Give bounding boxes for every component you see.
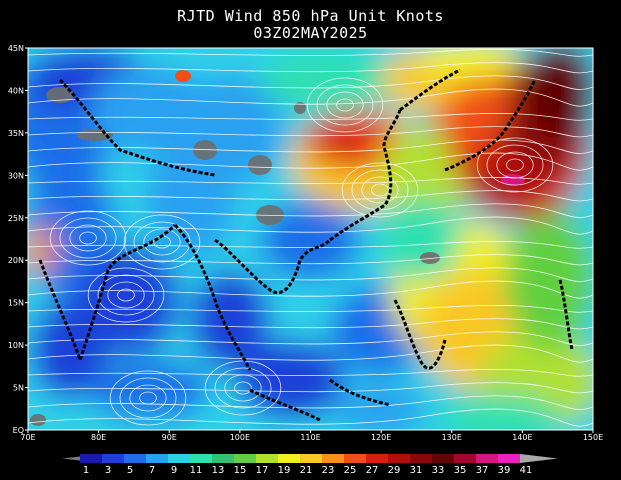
- colorbar-swatch: [454, 454, 477, 463]
- colorbar-swatch: [80, 454, 102, 463]
- colorbar-label: 7: [148, 465, 156, 476]
- latitude-ticks: 45N 40N 35N 30N 25N 20N 15N 10N 5N EQ: [8, 44, 28, 435]
- colorbar-label: 29: [387, 465, 401, 476]
- colorbar-swatch: [168, 454, 191, 463]
- colorbar-label: 31: [409, 465, 423, 476]
- longitude-ticks: 70E 80E 90E 100E 110E 120E 130E 140E 150E: [20, 430, 603, 442]
- colorbar-swatch: [102, 454, 125, 463]
- colorbar-label: 21: [299, 465, 313, 476]
- colorbar-swatch: [366, 454, 389, 463]
- lon-tick-label: 140E: [512, 433, 532, 442]
- colorbar-label: 25: [343, 465, 357, 476]
- colorbar-label: 3: [104, 465, 112, 476]
- streamlines: [28, 49, 593, 427]
- colorbar-swatch: [476, 454, 499, 463]
- lat-tick-label: EQ: [13, 426, 24, 435]
- lon-tick-label: 70E: [20, 433, 35, 442]
- colorbar-swatch: [256, 454, 279, 463]
- colorbar-label: 33: [431, 465, 445, 476]
- lon-tick-label: 100E: [230, 433, 250, 442]
- lat-tick-label: 25N: [8, 214, 24, 223]
- colorbar-label: 15: [233, 465, 247, 476]
- lat-tick-label: 35N: [8, 129, 24, 138]
- colorbar-label: 11: [189, 465, 203, 476]
- lon-tick-label: 150E: [583, 433, 603, 442]
- colorbar-swatch: [388, 454, 411, 463]
- colorbar-label: 39: [497, 465, 511, 476]
- colorbar-swatch: [432, 454, 455, 463]
- colorbar-swatch: [234, 454, 257, 463]
- lon-tick-label: 110E: [300, 433, 320, 442]
- lat-tick-label: 15N: [8, 299, 24, 308]
- lat-tick-label: 20N: [8, 256, 24, 265]
- colorbar-label: 35: [453, 465, 467, 476]
- colorbar-swatch: [124, 454, 147, 463]
- lon-tick-label: 80E: [91, 433, 106, 442]
- colorbar-label: 23: [321, 465, 335, 476]
- colorbar-swatch: [190, 454, 213, 463]
- colorbar-label: 5: [126, 465, 134, 476]
- colorbar-label: 19: [277, 465, 291, 476]
- colorbar-label: 13: [211, 465, 225, 476]
- colorbar-swatch: [410, 454, 433, 463]
- coastlines: [38, 68, 574, 422]
- map-valid-time: 03Z02MAY2025: [253, 24, 368, 42]
- colorbar-swatch: [344, 454, 367, 463]
- lon-tick-label: 120E: [371, 433, 391, 442]
- colorbar-swatch: [212, 454, 235, 463]
- lat-tick-label: 30N: [8, 171, 24, 180]
- colorbar-label: 9: [170, 465, 178, 476]
- colorbar-swatch: [146, 454, 169, 463]
- colorbar-label: 37: [475, 465, 489, 476]
- colorbar-swatch: [498, 454, 521, 463]
- colorbar-label: 27: [365, 465, 379, 476]
- map-title: RJTD Wind 850 hPa Unit Knots: [177, 7, 444, 25]
- colorbar-label: 17: [255, 465, 269, 476]
- lat-tick-label: 5N: [13, 384, 24, 393]
- lat-tick-label: 45N: [8, 44, 24, 53]
- lat-tick-label: 40N: [8, 86, 24, 95]
- colorbar-label: 41: [519, 465, 533, 476]
- colorbar-label: 1: [82, 465, 90, 476]
- lon-tick-label: 90E: [162, 433, 177, 442]
- colorbar-swatch: [322, 454, 345, 463]
- wind-speed-field: [28, 48, 593, 430]
- lon-tick-label: 130E: [442, 433, 462, 442]
- colorbar-swatch: [278, 454, 301, 463]
- colorbar: [62, 454, 558, 463]
- colorbar-swatch: [300, 454, 323, 463]
- colorbar-arrow-high: [520, 454, 558, 463]
- lat-tick-label: 10N: [8, 341, 24, 350]
